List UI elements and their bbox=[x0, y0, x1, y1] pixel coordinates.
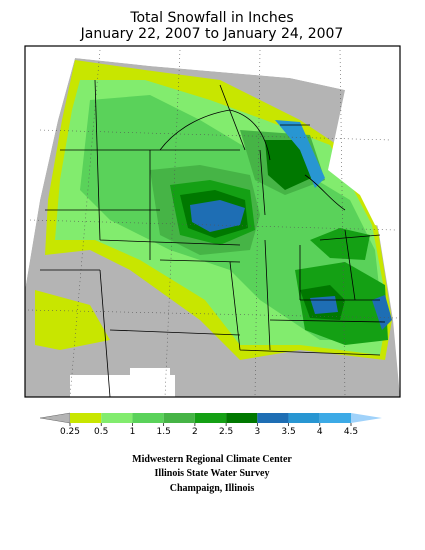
legend-swatch bbox=[163, 413, 195, 423]
legend-swatch bbox=[194, 413, 227, 423]
legend-swatch bbox=[132, 413, 164, 423]
subtitle: January 22, 2007 to January 24, 2007 bbox=[80, 26, 344, 42]
legend-swatch bbox=[70, 413, 102, 423]
legend-swatch bbox=[351, 413, 382, 423]
credit: Illinois State Water Survey bbox=[155, 468, 270, 479]
credit: Champaign, Illinois bbox=[170, 483, 255, 494]
legend-swatch bbox=[257, 413, 289, 423]
title: Total Snowfall in Inches bbox=[129, 10, 293, 26]
legend-label: 1.5 bbox=[157, 427, 171, 437]
legend-label: 4.5 bbox=[344, 427, 358, 437]
legend-label: 4 bbox=[317, 427, 323, 437]
legend-swatch bbox=[226, 413, 258, 423]
legend-label: 0.5 bbox=[94, 427, 108, 437]
legend-label: 3.5 bbox=[281, 427, 295, 437]
legend-label: 3 bbox=[254, 427, 260, 437]
legend-swatch bbox=[101, 413, 133, 423]
legend-label: 2 bbox=[192, 427, 198, 437]
legend: 0.25 0.5 1 1.5 2 2.5 3 3.5 4 4.5 bbox=[39, 412, 382, 437]
legend-swatch bbox=[39, 412, 71, 424]
legend-label: 1 bbox=[130, 427, 136, 437]
legend-label: 2.5 bbox=[219, 427, 233, 437]
legend-label: 0.25 bbox=[60, 427, 80, 437]
map bbox=[24, 45, 401, 398]
legend-swatch bbox=[319, 413, 351, 423]
credit: Midwestern Regional Climate Center bbox=[132, 454, 292, 465]
legend-swatch bbox=[288, 413, 320, 423]
